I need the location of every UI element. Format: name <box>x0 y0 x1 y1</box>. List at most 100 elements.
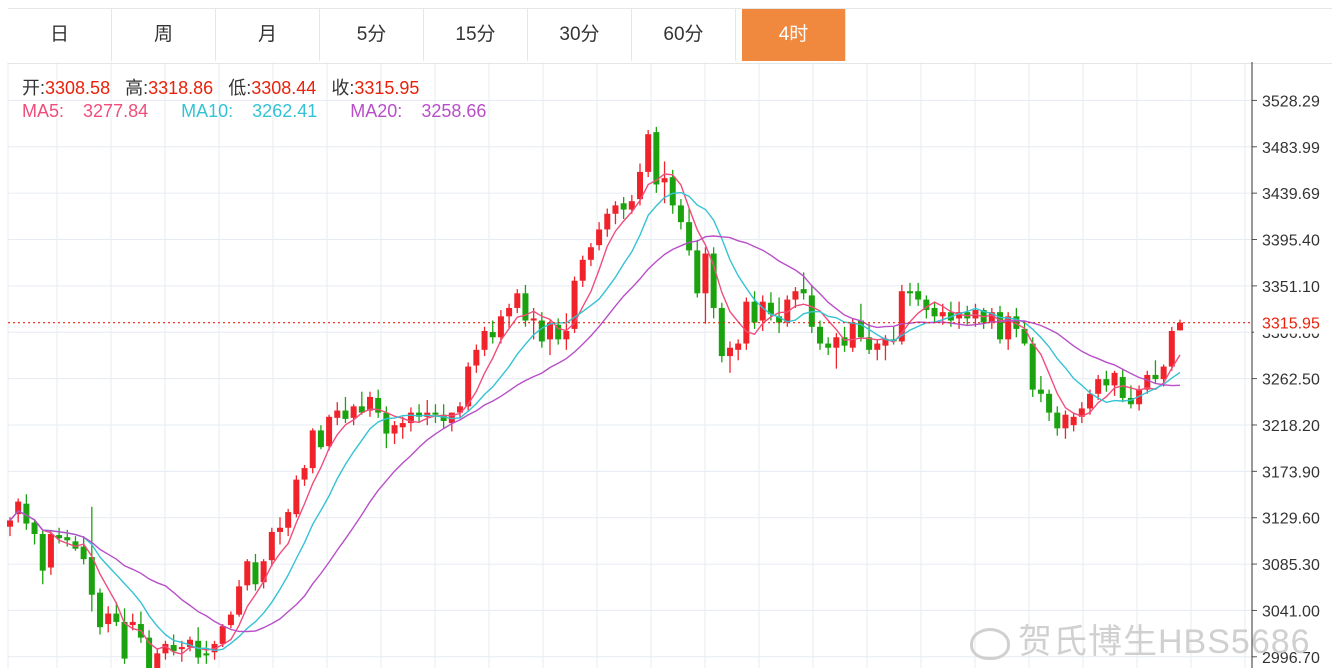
candle-body <box>882 339 889 346</box>
candle-body <box>841 337 848 346</box>
candle-body <box>866 337 873 350</box>
candle-body <box>637 171 643 200</box>
candle-body <box>857 320 864 338</box>
y-tick-label: 3528.29 <box>1262 93 1320 110</box>
candle-up <box>105 606 112 633</box>
candle-body <box>931 307 938 317</box>
candle-down <box>23 494 30 530</box>
close-value: 3315.95 <box>354 78 420 98</box>
candle-body <box>587 247 594 260</box>
candle-body <box>227 614 234 626</box>
candle-up <box>236 580 243 617</box>
candle-up <box>506 303 513 329</box>
ma20-value: 3258.66 <box>421 101 487 121</box>
candle-body <box>236 586 243 615</box>
candle-down <box>252 553 259 591</box>
candle-up <box>399 416 406 439</box>
y-tick-label: 3395.40 <box>1262 233 1320 250</box>
tab-30min[interactable]: 30分 <box>528 9 632 61</box>
candle-up <box>293 475 300 518</box>
candle-body <box>817 326 823 344</box>
tab-5min[interactable]: 5分 <box>320 9 424 61</box>
candle-body <box>178 647 185 650</box>
candle-down <box>1021 320 1028 346</box>
candle-body <box>244 561 251 586</box>
y-tick-label: 3262.50 <box>1262 372 1320 389</box>
ma20-readout: MA20: 3258.66 <box>350 101 500 121</box>
candle-up <box>939 303 946 325</box>
candle-down <box>97 588 103 635</box>
candles <box>7 126 1183 668</box>
candle-body <box>1087 393 1093 409</box>
candle-up <box>645 130 652 178</box>
candle-body <box>825 343 832 348</box>
candle-up <box>579 255 586 288</box>
candle-body <box>1013 316 1020 329</box>
candle-down <box>1037 375 1044 403</box>
candle-body <box>1111 372 1118 386</box>
candle-down <box>522 284 529 327</box>
y-tick-label: 3041.00 <box>1262 603 1320 620</box>
candle-body <box>383 412 390 434</box>
candle-down <box>931 301 938 323</box>
candle-down <box>718 302 725 363</box>
tab-week[interactable]: 周 <box>112 9 216 61</box>
candle-body <box>432 412 439 415</box>
candle-body <box>1037 389 1044 394</box>
candle-body <box>939 312 946 317</box>
tab-15min[interactable]: 15分 <box>424 9 528 61</box>
candle-body <box>465 366 472 407</box>
candle-body <box>497 316 504 338</box>
candle-body <box>252 562 259 585</box>
candle-down <box>72 536 79 551</box>
candle-body <box>530 318 537 321</box>
candle-body <box>1152 374 1159 380</box>
candle-down <box>146 630 153 668</box>
candle-body <box>571 280 578 329</box>
candle-body <box>375 397 382 413</box>
tab-day[interactable]: 日 <box>8 9 112 61</box>
candle-up <box>759 295 766 331</box>
candle-body <box>612 205 619 214</box>
candle-body <box>481 330 488 350</box>
candle-body <box>72 541 79 549</box>
tab-60min[interactable]: 60分 <box>632 9 736 61</box>
tab-month[interactable]: 月 <box>216 9 320 61</box>
candle-body <box>39 534 46 571</box>
candle-body <box>113 613 120 622</box>
ma10-label: MA10: <box>181 101 234 121</box>
candle-body <box>898 291 905 342</box>
candle-down <box>1152 360 1159 384</box>
candle-body <box>1021 328 1028 344</box>
candle-down <box>1046 389 1053 421</box>
candle-body <box>522 293 529 321</box>
candle-up <box>596 222 603 251</box>
ma5-readout: MA5: 3277.84 <box>22 101 162 121</box>
candle-body <box>1029 343 1036 390</box>
candle-down <box>342 396 349 424</box>
candle-up <box>1078 402 1085 424</box>
ma10-line <box>9 191 1181 652</box>
candle-down <box>358 391 365 415</box>
candle-body <box>555 324 562 340</box>
candle-body <box>457 406 463 413</box>
candle-body <box>203 653 210 656</box>
candle-up <box>833 333 840 369</box>
ma20-label: MA20: <box>350 101 403 121</box>
y-tick-label: 3483.99 <box>1262 140 1320 157</box>
candle-down <box>383 406 390 449</box>
current-price-label: 3315.95 <box>1262 316 1320 333</box>
candle-body <box>514 293 521 308</box>
high-value: 3318.86 <box>148 78 214 98</box>
tab-4hour[interactable]: 4时 <box>742 9 846 61</box>
candle-up <box>1177 319 1183 331</box>
ma5-value: 3277.84 <box>83 101 149 121</box>
candle-body <box>1119 377 1126 398</box>
candle-down <box>31 519 38 545</box>
candle-up <box>1168 326 1175 371</box>
candle-body <box>735 343 742 350</box>
candle-down <box>677 199 684 230</box>
ma20-line <box>9 235 1181 633</box>
candle-up <box>743 297 750 350</box>
